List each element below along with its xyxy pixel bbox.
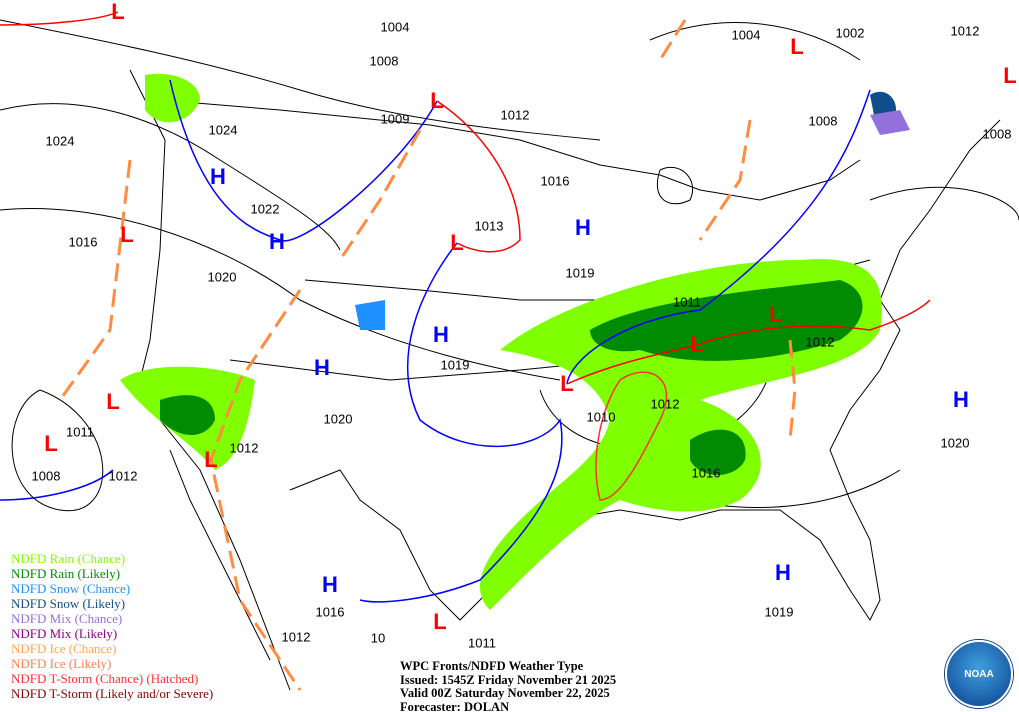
isobar-label: 1016: [68, 234, 98, 250]
high-pressure-center: H: [269, 229, 285, 254]
isobar-label: 1016: [540, 173, 570, 189]
high-pressure-center: H: [322, 572, 338, 597]
precipitation: [120, 73, 910, 610]
forecaster: Forecaster: DOLAN: [400, 699, 510, 712]
warm-front: [0, 11, 119, 26]
issued-time: Issued: 1545Z Friday November 21 2025: [400, 672, 617, 687]
isobar-label: 1024: [45, 133, 75, 149]
low-pressure-center: L: [120, 222, 134, 247]
high-pressure-center: H: [314, 355, 330, 380]
low-pressure-center: L: [560, 371, 574, 396]
rain-likely-area: [590, 280, 863, 361]
trough: [658, 19, 687, 61]
legend-item: NDFD Rain (Likely): [11, 566, 121, 581]
legend-item: NDFD Mix (Likely): [11, 626, 118, 641]
isobar-label: 1008: [982, 126, 1012, 142]
high-pressure-center: H: [433, 322, 449, 347]
isobar-label: 1011: [66, 424, 94, 440]
valid-time: Valid 00Z Saturday November 22, 2025: [400, 686, 610, 700]
low-pressure-center: L: [690, 332, 704, 357]
noaa-logo: NOAA: [945, 640, 1013, 708]
isobar-label: 1012: [229, 440, 259, 456]
isobar-label: 1012: [805, 334, 835, 350]
low-pressure-center: L: [769, 302, 783, 327]
isobar-label: 1016: [691, 465, 721, 481]
legend-item: NDFD Snow (Chance): [11, 581, 131, 596]
low-pressure-center: L: [106, 389, 120, 414]
low-pressure-center: L: [111, 0, 125, 24]
legend-item: NDFD Ice (Chance): [11, 641, 117, 656]
legend-item: NDFD T-Storm (Chance) (Hatched): [11, 671, 199, 686]
trough: [698, 119, 752, 241]
isobar-label: 1008: [808, 113, 838, 129]
mix-chance-area: [870, 110, 910, 135]
map-title: WPC Fronts/NDFD Weather Type: [400, 659, 584, 673]
low-pressure-center: L: [450, 230, 464, 255]
isobar-label: 1020: [940, 435, 970, 451]
isobar-label: 1002: [835, 25, 865, 41]
rain-likely-area: [690, 429, 746, 475]
isobar-label: 1019: [764, 604, 794, 620]
isobar-label: 1008: [369, 53, 399, 69]
isobar-label: 1019: [565, 265, 595, 281]
isobar-label: 1009: [380, 111, 410, 127]
cold-front: [359, 242, 563, 603]
fronts: [0, 11, 931, 691]
high-pressure-center: H: [210, 164, 226, 189]
isobar-label: 1012: [281, 629, 311, 645]
low-pressure-center: L: [433, 609, 447, 634]
high-pressure-center: H: [775, 560, 791, 585]
low-pressure-center: L: [44, 431, 58, 456]
isobar-label: 1024: [208, 122, 238, 138]
isobar-label: 1012: [108, 468, 138, 484]
low-pressure-center: L: [430, 88, 444, 113]
isobar-label: 1010: [586, 409, 616, 425]
trough: [338, 129, 422, 261]
cold-front: [566, 89, 871, 385]
legend-item: NDFD T-Storm (Likely and/or Severe): [11, 686, 214, 701]
cold-front: [169, 79, 438, 242]
rain-chance-area: [145, 73, 200, 123]
high-pressure-center: H: [575, 215, 591, 240]
rain-likely-area: [160, 395, 215, 435]
map-caption: WPC Fronts/NDFD Weather Type Issued: 154…: [400, 659, 617, 712]
trough: [58, 159, 132, 401]
isobar-label: 1022: [250, 201, 280, 217]
isobar-label: 1011: [673, 294, 701, 310]
legend-item: NDFD Rain (Chance): [11, 551, 126, 566]
isobar-label: 1020: [323, 411, 353, 427]
legend-item: NDFD Ice (Likely): [11, 656, 112, 671]
snow-chance-area: [355, 300, 385, 330]
isobar-label: 1004: [731, 27, 761, 43]
isobar-label: 1019: [440, 357, 470, 373]
low-pressure-center: L: [790, 34, 804, 59]
isobar-label: 1013: [474, 218, 504, 234]
isobar-label: 1016: [315, 604, 345, 620]
legend: NDFD Rain (Chance) NDFD Rain (Likely) ND…: [11, 551, 213, 701]
isobar-label: 1012: [950, 23, 980, 39]
isobar-label: 1012: [500, 107, 530, 123]
cold-front: [0, 469, 114, 501]
tstorm-chance-area: [595, 371, 668, 501]
isobar-label: 1011: [468, 635, 496, 651]
trough: [209, 289, 302, 691]
warm-front: [566, 299, 931, 385]
isobar-label: 1004: [380, 19, 410, 35]
legend-item: NDFD Mix (Chance): [11, 611, 123, 626]
trough: [788, 339, 797, 441]
low-pressure-center: L: [1003, 63, 1017, 88]
legend-item: NDFD Snow (Likely): [11, 596, 126, 611]
high-pressure-center: H: [953, 387, 969, 412]
isobar-label: 1012: [650, 396, 680, 412]
isobar-label: 10: [370, 630, 386, 646]
low-pressure-center: L: [204, 447, 218, 472]
isobar-label: 1020: [207, 269, 237, 285]
warm-front: [436, 100, 521, 253]
isobar-label: 1008: [31, 468, 61, 484]
